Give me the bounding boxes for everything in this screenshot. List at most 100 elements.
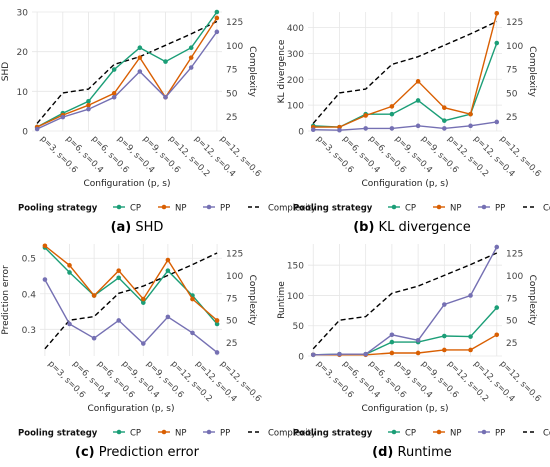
data-point-pp [42,277,48,282]
data-point-np [42,243,48,249]
y-tick-label: 300 [287,50,304,60]
series-line-complexity [312,20,498,124]
y2-tick-label: 125 [506,18,523,28]
data-point-np [214,15,220,21]
y2-tick-label: 125 [226,18,243,28]
legend-title: Pooling strategy [293,429,373,439]
legend-label-pp: PP [220,204,230,214]
panel-caption-letter: (b) [353,220,374,235]
data-point-pp [468,293,473,298]
data-point-pp [34,126,40,132]
panel-caption-text: Prediction error [95,445,200,460]
y-tick-label: 0.4 [22,290,37,300]
data-point-cp [214,9,220,15]
legend-marker-pp [481,204,487,210]
data-point-np [214,318,220,323]
data-point-np [415,350,421,356]
panel-caption-letter: (d) [372,445,393,460]
y2-tick-label: 75 [506,294,517,304]
y-tick-label: 400 [287,24,304,34]
data-point-np [116,268,122,273]
chart-panel-2: 0 100 200 300 400 25 50 75 100 125 KL divergence Co… [277,10,550,235]
data-point-np [389,350,395,356]
y2-tick-label: 50 [226,317,238,327]
data-point-pp [415,337,421,343]
legend-marker-cp [391,429,397,435]
data-point-pp [337,351,342,357]
legend-marker-np [436,429,442,435]
data-point-pp [363,351,368,357]
legend-label-np: NP [450,204,461,214]
y-tick-label: 50 [293,322,305,332]
data-point-np [494,332,500,338]
data-point-pp [214,350,220,355]
data-point-pp [86,106,91,112]
series-line-pp [44,279,218,353]
legend-label-cp: CP [130,204,141,214]
data-point-pp [337,127,342,133]
chart-panel-3: 0.3 0.4 0.5 25 50 75 100 125 Prediction error Com… [1,243,316,460]
data-point-pp [163,94,168,100]
data-point-pp [468,123,473,129]
legend-label-complexity: Complexity [543,429,550,439]
data-point-pp [494,244,500,250]
data-point-cp [214,321,220,327]
y2-tick-label: 75 [506,66,517,76]
y2-tick-label: 25 [226,113,237,123]
series-line-pp [313,121,497,131]
panel-caption-text: KL divergence [374,220,470,235]
y2-tick-label: 100 [226,42,243,52]
panel-caption-text: SHD [131,220,163,235]
data-point-pp [363,126,368,131]
series-line-np [44,245,218,321]
y2-axis-label: Complexity [527,275,537,327]
y-tick-label: 100 [287,292,304,302]
legend-marker-pp [481,429,487,435]
legend-marker-pp [206,429,212,435]
x-axis-label: Configuration (p, s) [361,179,448,189]
data-point-cp [165,268,171,273]
data-point-pp [494,119,500,125]
series-line-np [313,13,498,128]
data-point-cp [163,59,168,64]
data-point-pp [389,126,395,131]
legend-marker-cp [391,204,397,210]
y-axis-label: KL divergence [277,39,287,103]
series-line-cp [36,11,218,128]
panel-caption-letter: (c) [75,445,95,460]
y2-tick-label: 100 [226,272,243,282]
legend: Pooling strategy CP NP PP Complexity [293,204,550,214]
y-tick-label: 100 [287,102,304,112]
y-axis-label: SHD [1,62,11,81]
data-point-np [389,104,395,109]
legend-title: Pooling strategy [18,204,98,214]
data-point-cp [137,45,143,50]
data-point-cp [140,300,146,305]
series-line-np [36,17,218,128]
series-line-complexity [36,20,218,124]
legend-label-cp: CP [405,204,416,214]
legend-label-complexity: Complexity [268,204,316,214]
data-point-pp [310,127,316,133]
y-tick-label: 200 [287,76,304,86]
legend-marker-cp [116,204,122,210]
data-point-cp [442,118,447,123]
data-point-cp [389,339,395,345]
data-point-cp [67,270,72,275]
x-axis-label: Configuration (p, s) [83,179,170,189]
legend-label-cp: CP [405,429,416,439]
data-point-np [137,55,143,60]
y-axis-label: Runtime [277,281,287,319]
data-point-np [442,347,447,353]
data-point-cp [415,98,421,103]
data-point-pp [310,352,316,358]
data-point-np [165,257,171,263]
data-point-np [442,105,447,111]
data-point-cp [494,305,500,310]
y2-tick-label: 25 [226,339,237,349]
legend: Pooling strategy CP NP PP Complexity [18,204,316,214]
legend-label-np: NP [450,429,461,439]
legend-label-complexity: Complexity [268,429,316,439]
y2-tick-label: 25 [506,339,517,349]
